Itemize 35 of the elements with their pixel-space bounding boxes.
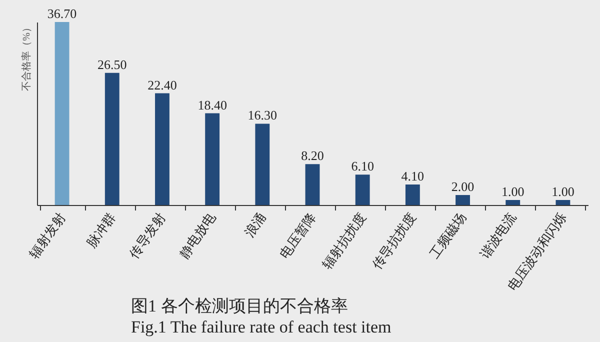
data-label: 22.40 [148, 77, 177, 92]
bar [355, 174, 370, 205]
x-tick-label: 电压暂降 [276, 210, 319, 262]
x-tick-label: 传导抗扰度 [369, 210, 419, 272]
data-label: 36.70 [47, 6, 77, 21]
data-label: 16.30 [248, 108, 278, 123]
data-label: 4.10 [401, 168, 424, 184]
x-tick-label: 静电放电 [176, 210, 219, 262]
bar [104, 72, 120, 205]
bar [556, 200, 570, 205]
x-tick-label: 传导发射 [126, 210, 168, 262]
data-label: 18.40 [198, 97, 227, 112]
bar [54, 22, 70, 205]
bar [205, 113, 220, 205]
x-tick-label: 浪涌 [241, 210, 269, 240]
x-tick-label: 脉冲群 [84, 210, 118, 250]
bar [155, 93, 170, 205]
data-label: 8.20 [301, 148, 324, 164]
bar [255, 124, 270, 205]
text: 图1 各个检测项目的不合格率 [131, 296, 348, 316]
bar [305, 164, 320, 205]
data-label: 6.10 [351, 158, 374, 174]
bar [405, 184, 420, 205]
x-tick-label: 辐射发射 [26, 210, 68, 262]
data-label: 26.50 [98, 56, 127, 72]
text: Fig.1 The failure rate of each test item [131, 318, 392, 337]
data-label: 2.00 [451, 179, 474, 194]
data-label: 1.00 [552, 184, 574, 200]
bar [506, 200, 520, 205]
bar [456, 195, 470, 205]
x-tick-label: 辐射抗扰度 [319, 210, 369, 272]
y-axis-title: 不合格率（%） [20, 22, 32, 91]
data-label: 1.00 [501, 184, 524, 200]
x-tick-label: 谐波电流 [476, 210, 520, 262]
x-tick-label: 工频磁场 [426, 210, 470, 262]
